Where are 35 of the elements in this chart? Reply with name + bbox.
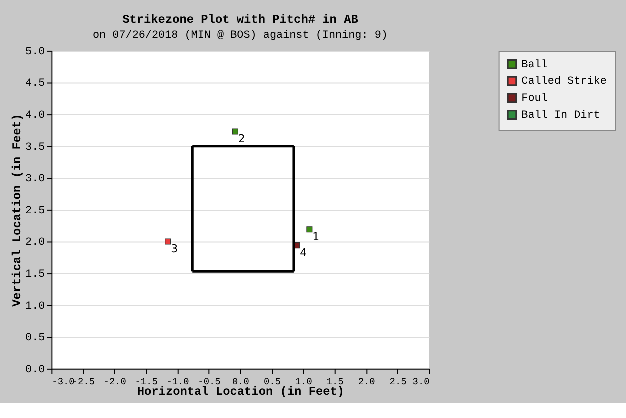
x-tick-label: 1.0: [295, 376, 313, 388]
y-tick-label: 0.0: [26, 364, 46, 376]
x-tick-label: -0.5: [198, 376, 222, 388]
y-tick-label: 3.5: [26, 142, 46, 154]
x-tick-label: -3.0: [52, 376, 76, 388]
chart-title: Strikezone Plot with Pitch# in AB: [122, 13, 358, 28]
x-tick-label: 1.5: [326, 376, 344, 388]
x-tick-label: 3.0: [412, 376, 430, 388]
y-tick-label: 2.0: [26, 237, 46, 250]
y-tick-label: 0.5: [26, 332, 46, 345]
y-tick-label: 3.0: [26, 174, 46, 186]
legend-label: Foul: [522, 93, 548, 106]
y-tick-label: 5.0: [26, 46, 46, 58]
legend-label: Called Strike: [522, 76, 607, 88]
x-tick-label: -1.0: [166, 376, 190, 388]
y-axis-title: Vertical Location (in Feet): [10, 114, 25, 307]
legend-label: Ball: [522, 59, 548, 72]
annotation: 4: [300, 246, 308, 260]
x-tick-label: -1.5: [135, 376, 158, 388]
x-tick-label: 2.5: [390, 376, 408, 388]
x-axis-title: Horizontal Location (in Feet): [137, 384, 345, 399]
y-tick-label: 1.0: [26, 300, 46, 313]
chart-subtitle: on 07/26/2018 (MIN @ BOS) against (Inning: 9): [92, 30, 388, 42]
x-tick-label: -2.0: [104, 376, 127, 388]
annotation: 1: [312, 230, 320, 244]
annotation: 2: [238, 132, 246, 146]
x-tick-label: 0.0: [232, 376, 250, 388]
legend-label: Ball In Dirt: [522, 110, 600, 122]
y-tick-label: 2.5: [26, 205, 46, 218]
annotation: 3: [171, 242, 178, 256]
x-tick-label: 2.0: [358, 376, 376, 388]
y-tick-label: 1.5: [26, 269, 46, 282]
x-tick-label: 0.5: [264, 376, 282, 388]
y-tick-label: 4.0: [26, 110, 46, 122]
y-tick-label: 4.5: [26, 78, 46, 90]
